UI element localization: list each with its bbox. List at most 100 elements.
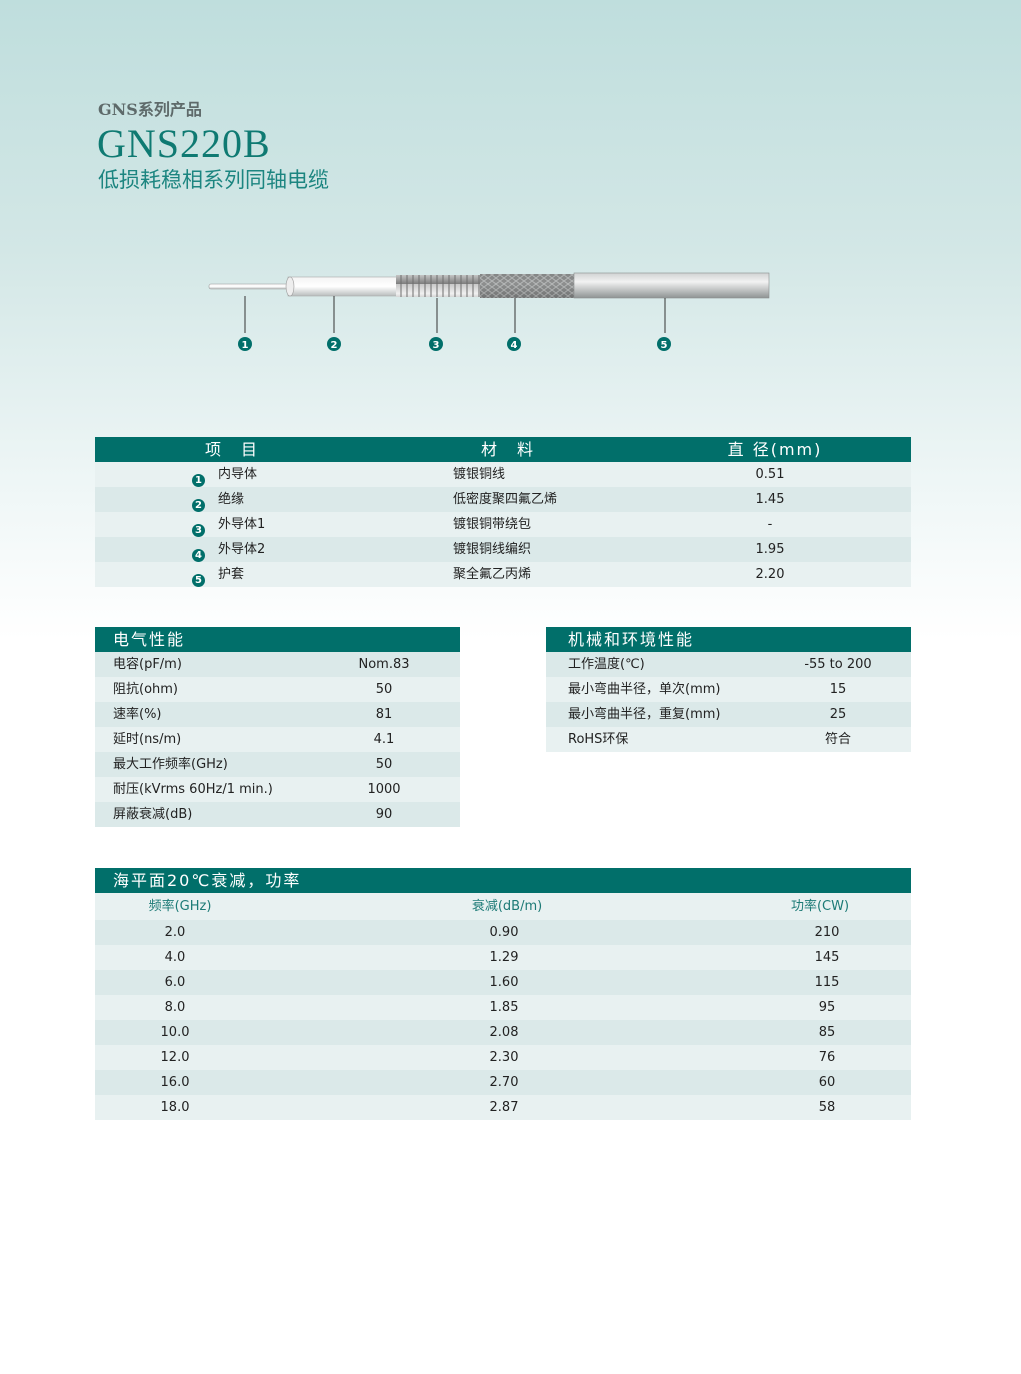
leader-lines [244,296,666,333]
callout-3: 3 [429,337,443,351]
attenuation-value: 1.29 [489,950,519,965]
attenuation-table: 海平面20℃衰减，功率 频率(GHz) 衰减(dB/m) 功率(CW) 2.0 0… [95,868,911,1120]
item-name: 内导体 [218,467,258,482]
attenuation-column-headers: 频率(GHz) 衰减(dB/m) 功率(CW) [95,893,911,920]
svg-text:4: 4 [511,340,518,351]
model-title: GNS220B [97,121,271,166]
svg-text:1: 1 [242,340,249,351]
frequency-value: 16.0 [160,1075,190,1090]
power-value: 210 [814,925,840,940]
attenuation-row: 12.0 2.30 76 [95,1045,911,1070]
mechanical-table: 机械和环境性能 工作温度(℃) -55 to 200 最小弯曲半径，单次(mm) 15… [546,627,911,752]
power-value: 60 [818,1075,836,1090]
series-label: GNS系列产品 [98,100,202,119]
property-label: 速率(%) [113,707,162,722]
property-label: 延时(ns/m) [113,732,182,747]
item-number-badge: 1 [192,474,205,487]
attenuation-row: 2.0 0.90 210 [95,920,911,945]
item-diameter: - [767,517,773,532]
attenuation-value: 2.70 [489,1075,519,1090]
insulation [285,276,399,297]
item-material: 镀银铜带绕包 [453,517,532,532]
item-material: 镀银铜线 [453,467,506,482]
electrical-row: 延时(ns/m) 4.1 [95,727,460,752]
header-material: 材 料 [480,440,536,459]
property-value: 50 [375,757,393,772]
property-label: 最大工作频率(GHz) [113,757,228,772]
attenuation-row: 8.0 1.85 95 [95,995,911,1020]
outer-conductor-braid [480,274,576,298]
property-value: 25 [829,707,847,722]
property-label: 最小弯曲半径，重复(mm) [568,707,721,722]
item-diameter: 1.95 [755,542,785,557]
header-frequency: 频率(GHz) [148,899,212,914]
electrical-row: 耐压(kVrms 60Hz/1 min.) 1000 [95,777,460,802]
property-label: RoHS环保 [568,732,629,747]
materials-table-header: 项 目 材 料 直 径(mm) [95,437,911,462]
power-value: 95 [818,1000,836,1015]
header-attenuation: 衰减(dB/m) [471,899,543,914]
attenuation-row: 4.0 1.29 145 [95,945,911,970]
item-material: 聚全氟乙丙烯 [453,567,532,582]
item-number-badge: 5 [192,574,205,587]
electrical-row: 阻抗(ohm) 50 [95,677,460,702]
electrical-row: 屏蔽衰减(dB) 90 [95,802,460,827]
attenuation-table-header: 海平面20℃衰减，功率 [95,868,911,893]
frequency-value: 10.0 [160,1025,190,1040]
header-diameter: 直 径(mm) [727,440,823,459]
header-power: 功率(CW) [790,899,850,914]
item-diameter: 2.20 [755,567,785,582]
callout-5: 5 [657,337,671,351]
frequency-value: 2.0 [164,925,186,940]
item-name: 外导体2 [218,542,266,557]
frequency-value: 8.0 [164,1000,186,1015]
materials-table: 项 目 材 料 直 径(mm) 1 内导体 镀银铜线 0.51 2 绝缘 低密度聚四氟乙烯 1… [95,437,911,587]
svg-text:3: 3 [433,340,440,351]
electrical-row: 速率(%) 81 [95,702,460,727]
property-value: 90 [375,807,393,822]
material-row: 1 内导体 镀银铜线 0.51 [95,462,911,487]
power-value: 76 [818,1050,836,1065]
attenuation-value: 0.90 [489,925,519,940]
frequency-value: 18.0 [160,1100,190,1115]
material-row: 5 护套 聚全氟乙丙烯 2.20 [95,562,911,587]
item-material: 低密度聚四氟乙烯 [453,492,558,507]
item-name: 护套 [218,567,245,582]
attenuation-row: 16.0 2.70 60 [95,1070,911,1095]
property-label: 工作温度(℃) [568,657,645,672]
property-label: 屏蔽衰减(dB) [113,807,193,822]
product-subtitle: 低损耗稳相系列同轴电缆 [98,168,329,192]
jacket [573,272,770,299]
attenuation-row: 18.0 2.87 58 [95,1095,911,1120]
svg-text:2: 2 [331,340,338,351]
property-value: Nom.83 [358,657,410,672]
frequency-value: 12.0 [160,1050,190,1065]
frequency-value: 4.0 [164,950,186,965]
callout-2: 2 [327,337,341,351]
item-name: 绝缘 [218,492,245,507]
item-material: 镀银铜线编织 [453,542,532,557]
item-number-badge: 2 [192,499,205,512]
electrical-table: 电气性能 电容(pF/m) Nom.83 阻抗(ohm) 50 速率(%) 81 延时(ns… [95,627,460,827]
callout-1: 1 [238,337,252,351]
property-value: 4.1 [373,732,395,747]
item-number-badge: 4 [192,549,205,562]
property-value: 50 [375,682,393,697]
header-item: 项 目 [204,440,260,459]
mechanical-row: 工作温度(℃) -55 to 200 [546,652,911,677]
mechanical-row: 最小弯曲半径，重复(mm) 25 [546,702,911,727]
property-value: 81 [375,707,393,722]
electrical-row: 最大工作频率(GHz) 50 [95,752,460,777]
electrical-title: 电气性能 [113,630,186,649]
attenuation-title: 海平面20℃衰减，功率 [113,871,302,890]
item-diameter: 0.51 [755,467,785,482]
mechanical-title: 机械和环境性能 [568,630,695,649]
item-diameter: 1.45 [755,492,785,507]
property-label: 电容(pF/m) [113,657,182,672]
property-label: 最小弯曲半径，单次(mm) [568,682,721,697]
callout-4: 4 [507,337,521,351]
material-row: 2 绝缘 低密度聚四氟乙烯 1.45 [95,487,911,512]
property-value: 15 [829,682,847,697]
frequency-value: 6.0 [164,975,186,990]
attenuation-value: 1.60 [489,975,519,990]
